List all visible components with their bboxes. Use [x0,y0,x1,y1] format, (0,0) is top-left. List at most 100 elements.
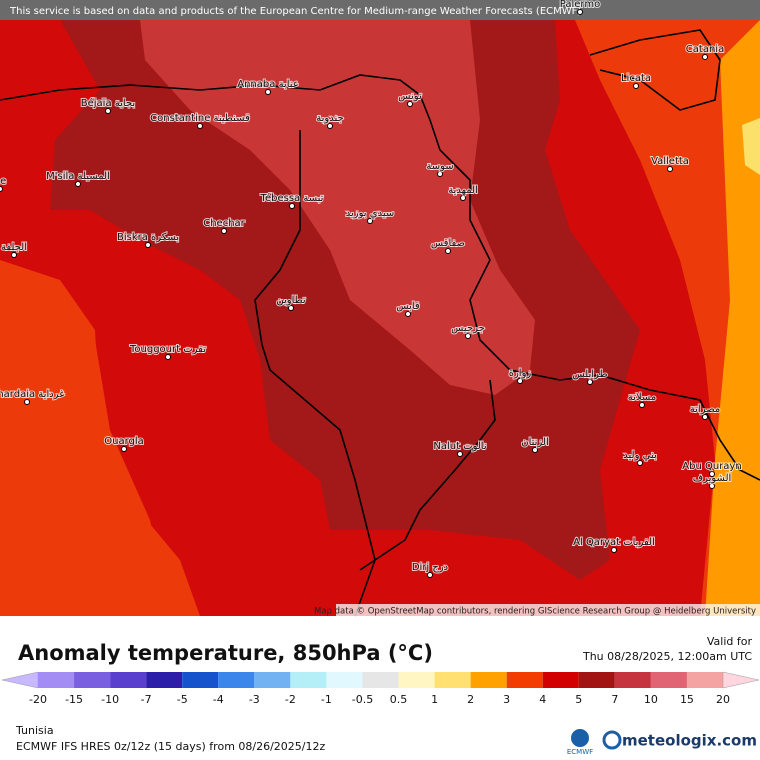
city-label: Touggourt تقرت [129,344,206,355]
city-label: Béjaïa بجاية [81,97,135,109]
legend-label: -20 [29,693,47,706]
legend-label: -10 [101,693,119,706]
legend-swatch [650,672,687,688]
title: Anomaly temperature, 850hPa (°C) [18,641,433,665]
city-dot [437,171,443,177]
legend-swatch [182,672,219,688]
legend-label: -5 [177,693,188,706]
legend-label: 7 [611,693,618,706]
city-dot [587,379,593,385]
city-label: جرجيس [451,323,485,334]
city-dot [165,354,171,360]
city-label: Al Qaryat القريات [573,537,655,548]
legend-swatch [398,672,435,688]
city-label: مسلاتة [628,392,656,403]
legend-swatch [470,672,507,688]
city-label: Chechar [203,218,245,229]
city-dot [11,252,17,258]
city-label: Valletta [651,156,689,167]
legend-label: 4 [539,693,546,706]
city-dot [709,471,715,477]
legend-swatch [578,672,615,688]
city-dot [639,402,645,408]
city-dot [577,9,583,15]
legend-swatch [110,672,147,688]
city-label: جندوبة [316,113,343,124]
legend: -20 -15 -10 -7 -5 -4 -3 -2 -1 -0.5 0.5 1 2 3 4 5 7 10 15 20 [1,671,760,706]
city-label: Palermo [560,0,600,10]
city-dot [611,547,617,553]
legend-swatch [614,672,651,688]
city-label: Annaba عنابة [237,79,299,90]
legend-label: -4 [213,693,224,706]
city-label: الشويرف [693,473,732,484]
city-label: زوارة [509,368,532,379]
legend-swatch [434,672,471,688]
city-dot [427,572,433,578]
brand-icon [602,730,622,750]
legend-label: -15 [65,693,83,706]
city-label: قابس [396,301,420,312]
coastline [0,74,760,481]
city-dot [445,248,451,254]
valid-label: Valid for [707,635,753,648]
city-dot [702,54,708,60]
city-label: Catania [686,44,724,55]
legend-label: 1 [431,693,438,706]
legend-swatch [362,672,399,688]
anomaly-zone [140,20,535,395]
border [359,379,496,571]
city-label: Ghardaia غرداية [0,389,64,400]
anomaly-zone [50,20,640,580]
anomaly-zone [0,270,170,616]
city-dot [197,123,203,129]
city-dot [288,305,294,311]
city-dot [407,101,413,107]
city-label: سوسة [426,161,453,172]
legend-arrow [1,671,39,689]
city-label: Tébessa تبسة [260,192,324,204]
city-dot [465,333,471,339]
city-dot [105,108,111,114]
legend-arrow [722,671,760,689]
notice: This service is based on data and produc… [9,6,581,17]
city-label: Ouargla [104,436,144,447]
legend-label: 0.5 [390,693,408,706]
city-label: Dirj درج [412,562,448,573]
legend-swatch [38,672,75,688]
city-dot [121,446,127,452]
legend-swatch [254,672,291,688]
city-dot [327,123,333,129]
attribution: Map data © OpenStreetMap contributors, r… [314,607,756,617]
city-dot [532,447,538,453]
legend-label: 15 [680,693,694,706]
city-label: Licata [621,73,651,84]
city-label: الجلفة [1,242,27,253]
city-dot [367,218,373,224]
city-dot [24,399,30,405]
city-dot [702,414,708,420]
city-dot [517,378,523,384]
city-labels: Palermo Catania Licata Valletta Annaba عنابة… [0,0,743,578]
valid-time: Thu 08/28/2025, 12:00am UTC [582,650,752,663]
city-dot [221,228,227,234]
city-label: الزنتان [521,437,549,448]
legend-swatch [686,672,723,688]
city-label: ne [0,176,6,187]
ecmwf-logo: ECMWF [567,748,593,756]
city-dot [667,166,673,172]
legend-label: 10 [644,693,658,706]
city-dot [457,451,463,457]
legend-label: 20 [716,693,730,706]
legend-swatch [218,672,255,688]
legend-swatch [506,672,543,688]
legend-swatch [326,672,363,688]
city-dot [637,460,643,466]
city-label: مصراتة [690,404,720,415]
coastline [589,29,721,111]
city-dot [289,203,295,209]
city-label: المهدية [448,185,478,196]
city-label: Biskra بسكرة [117,232,179,243]
